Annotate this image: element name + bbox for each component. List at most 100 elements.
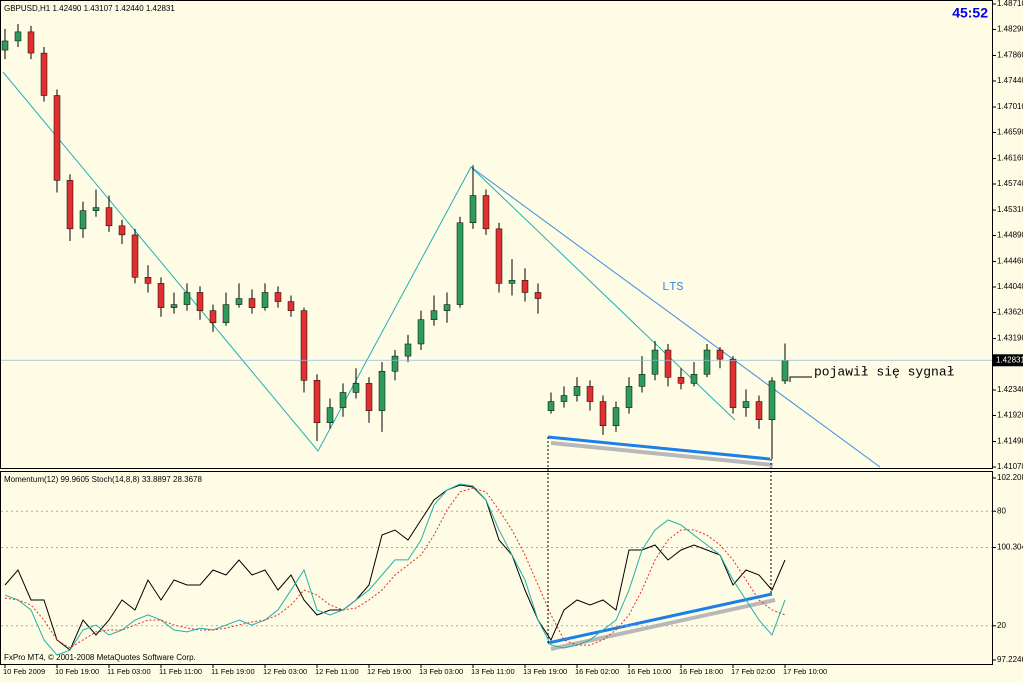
indicator-pane-border <box>0 471 993 665</box>
x-tick-label: 13 Feb 19:00 <box>523 667 567 676</box>
candle-body <box>443 304 451 311</box>
candle-body <box>235 298 243 305</box>
candle-body <box>508 280 516 284</box>
candle-body <box>79 210 87 230</box>
candle-body <box>105 207 113 227</box>
x-tick-label: 12 Feb 03:00 <box>263 667 307 676</box>
candle-body <box>729 358 737 408</box>
candle-body <box>664 349 672 378</box>
trend-line <box>470 166 881 468</box>
candle-body <box>378 370 386 411</box>
candle-body <box>352 383 360 393</box>
x-tick-label: 16 Feb 18:00 <box>679 667 723 676</box>
candle-body <box>521 280 529 293</box>
candle-body <box>677 377 685 384</box>
candle-body <box>586 386 594 402</box>
annotation: LTS <box>662 280 684 294</box>
candle-body <box>417 319 425 345</box>
indicator-line <box>4 487 786 649</box>
y-tick-label: 1.45310 <box>997 205 1023 214</box>
candle-body <box>703 349 711 375</box>
candle-body <box>365 383 373 411</box>
candle-body <box>469 195 477 224</box>
candle-body <box>1 40 9 51</box>
y-tick-label: 1.41490 <box>997 437 1023 446</box>
candle-body <box>768 380 776 420</box>
candle-body <box>92 207 100 211</box>
shadow-line <box>550 441 774 467</box>
candle-body <box>261 292 269 308</box>
x-tick-label: 13 Feb 11:00 <box>471 667 515 676</box>
candle-body <box>209 310 217 324</box>
candle-body <box>27 31 35 54</box>
y-tick-label: 1.41920 <box>997 411 1023 420</box>
x-tick-label: 16 Feb 10:00 <box>627 667 671 676</box>
annotation: pojawił się sygnał <box>814 364 955 379</box>
candle-body <box>430 310 438 320</box>
candle-body <box>690 374 698 384</box>
y-tick-label: 1.43190 <box>997 334 1023 343</box>
candle-body <box>300 310 308 381</box>
y-tick-label: 102.2080 <box>997 473 1023 482</box>
divergence-line <box>547 592 773 645</box>
candle-body <box>40 52 48 96</box>
x-tick-label: 17 Feb 10:00 <box>783 667 827 676</box>
candle-body <box>183 292 191 305</box>
x-tick-label: 17 Feb 02:00 <box>731 667 775 676</box>
candle-body <box>625 386 633 408</box>
candle-body <box>547 401 555 411</box>
y-tick-label: 1.44460 <box>997 257 1023 266</box>
timer: 45:52 <box>952 5 988 21</box>
y-tick-label: 1.48710 <box>997 0 1023 8</box>
candle-body <box>755 401 763 420</box>
candle-body <box>456 222 464 305</box>
candle-body <box>326 407 334 424</box>
zigzag-line <box>2 71 736 452</box>
y-tick-label: 1.43620 <box>997 308 1023 317</box>
y-tick-label: 1.44040 <box>997 282 1023 291</box>
chart-title: GBPUSD,H1 1.42490 1.43107 1.42440 1.4283… <box>4 4 175 13</box>
candle-body <box>14 31 22 42</box>
y-tick-label: 1.47440 <box>997 76 1023 85</box>
candle-body <box>534 292 542 299</box>
candle-body <box>274 292 282 302</box>
arrow <box>789 376 812 382</box>
candle-body <box>599 401 607 427</box>
candle-body <box>638 374 646 387</box>
last-price-label: 1.42831 <box>996 355 1023 364</box>
y-tick-label: 100.3048 <box>997 543 1023 552</box>
divergence-line <box>547 435 771 461</box>
indicator-line <box>4 483 786 656</box>
candle-body <box>248 298 256 308</box>
x-tick-label: 12 Feb 19:00 <box>367 667 411 676</box>
candle-body <box>560 395 568 402</box>
candle-body <box>391 355 399 372</box>
y-tick-label: 1.42340 <box>997 385 1023 394</box>
candle-body <box>651 349 659 375</box>
y-tick-label: 1.46590 <box>997 128 1023 137</box>
candle-body <box>66 180 74 230</box>
candle-body <box>573 386 581 396</box>
y-tick-label: 1.47010 <box>997 102 1023 111</box>
candle-body <box>118 225 126 236</box>
y-tick-label: 1.46160 <box>997 154 1023 163</box>
y2-tick-label: 20 <box>997 621 1006 630</box>
candle-body <box>716 349 724 360</box>
x-tick-label: 10 Feb 19:00 <box>55 667 99 676</box>
candle-body <box>53 95 61 181</box>
candle-body <box>339 392 347 408</box>
candle-body <box>612 407 620 427</box>
x-tick-label: 11 Feb 11:00 <box>159 667 202 676</box>
y-tick-label: 1.41070 <box>997 462 1023 471</box>
candle-body <box>157 283 165 308</box>
candle-body <box>222 304 230 324</box>
candle-body <box>144 277 152 284</box>
candle-body <box>170 304 178 308</box>
candle-body <box>287 301 295 311</box>
y-tick-label: 97.2246 <box>997 655 1023 664</box>
indicator-title: Momentum(12) 99.9605 Stoch(14,8,8) 33.88… <box>4 475 202 484</box>
y2-tick-label: 80 <box>997 506 1006 515</box>
